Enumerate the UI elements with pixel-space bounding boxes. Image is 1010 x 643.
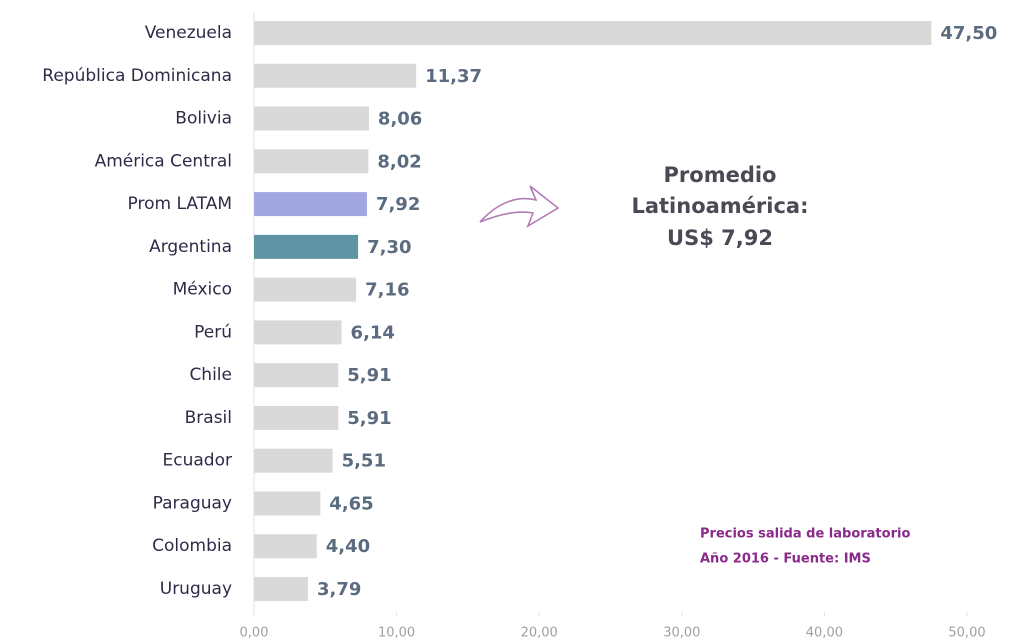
x-tick-label: 40,00 xyxy=(806,626,843,641)
value-label: 7,16 xyxy=(365,280,409,301)
bar xyxy=(254,192,367,217)
bar xyxy=(254,63,417,88)
bar xyxy=(254,448,333,473)
annotation: US$ 7,92 xyxy=(667,226,773,250)
y-tick-label: Brasil xyxy=(185,408,232,428)
value-label: 5,91 xyxy=(347,365,391,386)
value-label: 11,37 xyxy=(425,66,482,87)
x-tick-label: 20,00 xyxy=(521,626,558,641)
bar xyxy=(254,149,369,174)
bar xyxy=(254,277,357,302)
x-tick-label: 50,00 xyxy=(948,626,985,641)
value-label: 5,91 xyxy=(347,408,391,429)
x-tick-label: 10,00 xyxy=(378,626,415,641)
bar xyxy=(254,534,317,559)
bar xyxy=(254,363,339,388)
value-label: 8,06 xyxy=(378,109,422,130)
value-label: 7,92 xyxy=(376,194,420,215)
bar xyxy=(254,21,932,45)
value-label: 7,30 xyxy=(367,237,411,258)
y-tick-label: México xyxy=(173,280,232,300)
y-tick-label: Argentina xyxy=(149,237,232,257)
y-tick-label: Prom LATAM xyxy=(128,194,232,214)
value-label: 5,51 xyxy=(342,451,386,472)
bar xyxy=(254,491,321,516)
y-tick-label: Chile xyxy=(189,365,232,385)
y-tick-label: Colombia xyxy=(152,536,232,556)
note: Año 2016 - Fuente: IMS xyxy=(700,552,871,567)
value-label: 4,40 xyxy=(326,536,370,557)
bar xyxy=(254,106,369,131)
bar xyxy=(254,405,339,430)
value-label: 6,14 xyxy=(351,322,395,343)
annotation: Promedio xyxy=(664,163,777,187)
bar xyxy=(254,320,342,345)
annotation: Latinoamérica: xyxy=(631,194,808,218)
value-label: 4,65 xyxy=(329,493,373,514)
value-label: 47,50 xyxy=(940,23,997,44)
y-tick-label: Uruguay xyxy=(160,579,232,599)
y-tick-label: Venezuela xyxy=(145,23,232,43)
value-label: 8,02 xyxy=(377,151,421,172)
bar xyxy=(254,234,359,259)
y-tick-label: América Central xyxy=(95,151,232,171)
bar xyxy=(254,577,309,602)
y-tick-label: Perú xyxy=(194,322,232,342)
y-tick-label: República Dominicana xyxy=(42,66,232,86)
x-tick-label: 30,00 xyxy=(663,626,700,641)
y-tick-label: Ecuador xyxy=(163,451,232,471)
y-tick-label: Paraguay xyxy=(153,493,232,513)
y-tick-label: Bolivia xyxy=(175,109,232,129)
value-label: 3,79 xyxy=(317,579,361,600)
note: Precios salida de laboratorio xyxy=(700,527,910,542)
x-tick-label: 0,00 xyxy=(240,626,269,641)
arrow xyxy=(479,185,560,228)
